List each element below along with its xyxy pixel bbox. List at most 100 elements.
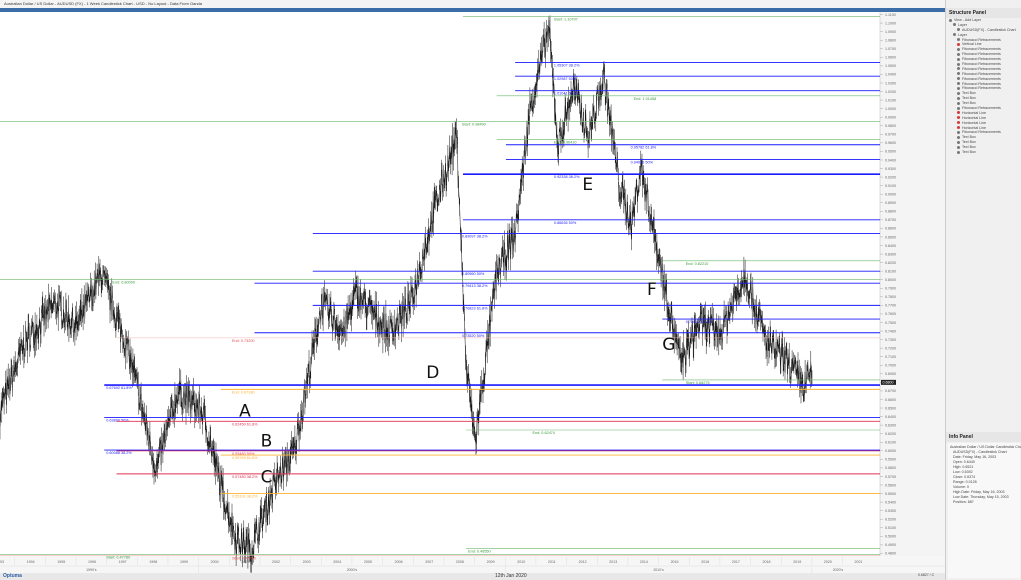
x-tick-label: 1999 [180, 560, 188, 564]
y-tick-label: 1.0300 [885, 81, 896, 85]
top-scrollbar[interactable] [0, 8, 945, 12]
structure-item[interactable]: Fibonacci Retracements [946, 52, 1021, 57]
x-tick-label: 1997 [119, 560, 127, 564]
y-tick-label: 0.8600 [885, 227, 896, 231]
decade-label: 2000's [347, 568, 358, 572]
structure-item[interactable]: AUDUSD(FX) - Candlestick Chart [946, 28, 1021, 33]
y-tick-label: 1.0700 [885, 47, 896, 51]
structure-item-label: Fibonacci Retracements [962, 130, 1001, 135]
price-axis[interactable] [880, 12, 945, 556]
x-tick-label: 2006 [395, 560, 403, 564]
x-tick-label: 2019 [793, 560, 801, 564]
structure-item[interactable]: Fibonacci Retracements [946, 77, 1021, 82]
fib-level-label: 0.86636 50% [554, 221, 577, 225]
y-tick-label: 1.1100 [885, 13, 896, 17]
decade-label: 2020's [833, 568, 844, 572]
y-tick-label: 0.7600 [885, 312, 896, 316]
structure-item[interactable]: Text Box [946, 150, 1021, 155]
y-tick-label: 0.8400 [885, 244, 896, 248]
structure-item-label: Layer [958, 22, 967, 27]
structure-item[interactable]: Layer [946, 23, 1021, 28]
structure-item[interactable]: Vertical Line [946, 42, 1021, 47]
structure-item[interactable]: Text Box [946, 96, 1021, 101]
structure-item[interactable]: Fibonacci Retracements [946, 72, 1021, 77]
structure-item[interactable]: Fibonacci Retracements [946, 82, 1021, 87]
layer-icon [957, 150, 960, 154]
y-tick-label: 0.8100 [885, 269, 896, 273]
plot-area[interactable] [0, 12, 880, 556]
x-tick-label: 2008 [456, 560, 464, 564]
price-chart[interactable]: 0.4800 0.4900 0.5000 0.5100 0.5200 0.5300 0.54… [0, 0, 945, 573]
layer-icon [957, 43, 960, 46]
structure-item[interactable]: Layer [946, 33, 1021, 38]
structure-item[interactable]: Fibonacci Retracements [946, 47, 1021, 52]
info-panel-body: Australian Dollar / US Dollar Candlestic… [948, 443, 1021, 578]
fib-level-label: End: 1.01458 [634, 97, 657, 101]
structure-item-label: Layer [958, 32, 967, 37]
fib-level-label: Start: 1.10797 [554, 17, 578, 21]
fib-level-label: 0.63890 50% [106, 419, 129, 423]
y-tick-label: 0.9500 [885, 150, 896, 154]
structure-item[interactable]: Text Box [946, 91, 1021, 96]
structure-item[interactable]: Horizontal Line [946, 111, 1021, 116]
layer-icon [957, 28, 960, 32]
optuma-logo: Optuma [3, 573, 22, 579]
structure-item[interactable]: Text Box [946, 140, 1021, 145]
fib-level-label: Start: 0.47780 [106, 555, 130, 559]
status-bar: Optuma 12th Jan 2020 0.6827 / C [0, 573, 945, 580]
fib-level-label: 0.94036 50% [631, 161, 654, 165]
structure-item[interactable]: Text Box [946, 135, 1021, 140]
structure-item[interactable]: Fibonacci Retracements [946, 106, 1021, 111]
layer-icon [957, 111, 960, 115]
structure-item-label: Text Box [962, 140, 976, 145]
fib-level-label: Start: 0.47780 [232, 556, 256, 560]
y-tick-label: 0.7700 [885, 304, 896, 308]
current-price-tag [881, 379, 896, 385]
structure-item-label: Fibonacci Retracements [962, 37, 1001, 42]
layer-icon [957, 126, 960, 130]
y-tick-label: 0.6700 [885, 389, 896, 393]
x-tick-label: 2014 [640, 560, 648, 564]
y-tick-label: 0.4800 [885, 552, 896, 556]
fib-level-label: 0.55191 38.2% [232, 495, 258, 499]
x-tick-label: 1996 [88, 560, 96, 564]
structure-item-label: Text Box [962, 150, 976, 155]
y-tick-label: 1.0000 [885, 107, 896, 111]
y-tick-label: 1.0500 [885, 64, 896, 68]
y-tick-label: 0.9000 [885, 192, 896, 196]
time-axis[interactable] [0, 556, 945, 573]
fib-level-label: 1.05307 38.2% [554, 63, 580, 67]
x-tick-label: 1994 [27, 560, 35, 564]
fib-level-label: 0.89097 38.2% [462, 235, 488, 239]
structure-item[interactable]: Text Box [946, 101, 1021, 106]
structure-item[interactable]: Fibonacci Retracements [946, 38, 1021, 43]
wave-label-c: C [261, 467, 273, 487]
structure-item[interactable]: Fibonacci Retracements [946, 62, 1021, 67]
y-tick-label: 0.5700 [885, 475, 896, 479]
info-line: Volume: 0 [953, 485, 969, 489]
structure-item[interactable]: Horizontal Line [946, 126, 1021, 131]
layer-icon [957, 131, 960, 135]
structure-item[interactable]: Fibonacci Retracements [946, 86, 1021, 91]
y-tick-label: 0.7400 [885, 329, 896, 333]
layer-icon [957, 91, 960, 95]
structure-item[interactable]: Horizontal Line [946, 116, 1021, 121]
y-tick-label: 0.6500 [885, 406, 896, 410]
layer-icon [957, 72, 960, 76]
y-tick-label: 0.9800 [885, 124, 896, 128]
structure-item-label: Text Box [962, 135, 976, 140]
info-line: Australian Dollar / US Dollar Candlestic… [950, 445, 1021, 449]
y-tick-label: 0.6000 [885, 449, 896, 453]
structure-item[interactable]: Fibonacci Retracements [946, 130, 1021, 135]
structure-item[interactable]: View - Add Layer [946, 18, 1021, 23]
structure-item[interactable]: Horizontal Line [946, 121, 1021, 126]
current-price-label: 0.6800 [883, 381, 894, 385]
y-tick-label: 1.0800 [885, 39, 896, 43]
wave-label-g: G [662, 335, 675, 355]
structure-item[interactable]: Fibonacci Retracements [946, 57, 1021, 62]
structure-item[interactable]: Text Box [946, 145, 1021, 150]
y-tick-label: 0.9100 [885, 184, 896, 188]
fib-level-label: 0.59769 61.8% [232, 456, 258, 460]
layer-icon [957, 67, 960, 71]
structure-item[interactable]: Fibonacci Retracements [946, 67, 1021, 72]
